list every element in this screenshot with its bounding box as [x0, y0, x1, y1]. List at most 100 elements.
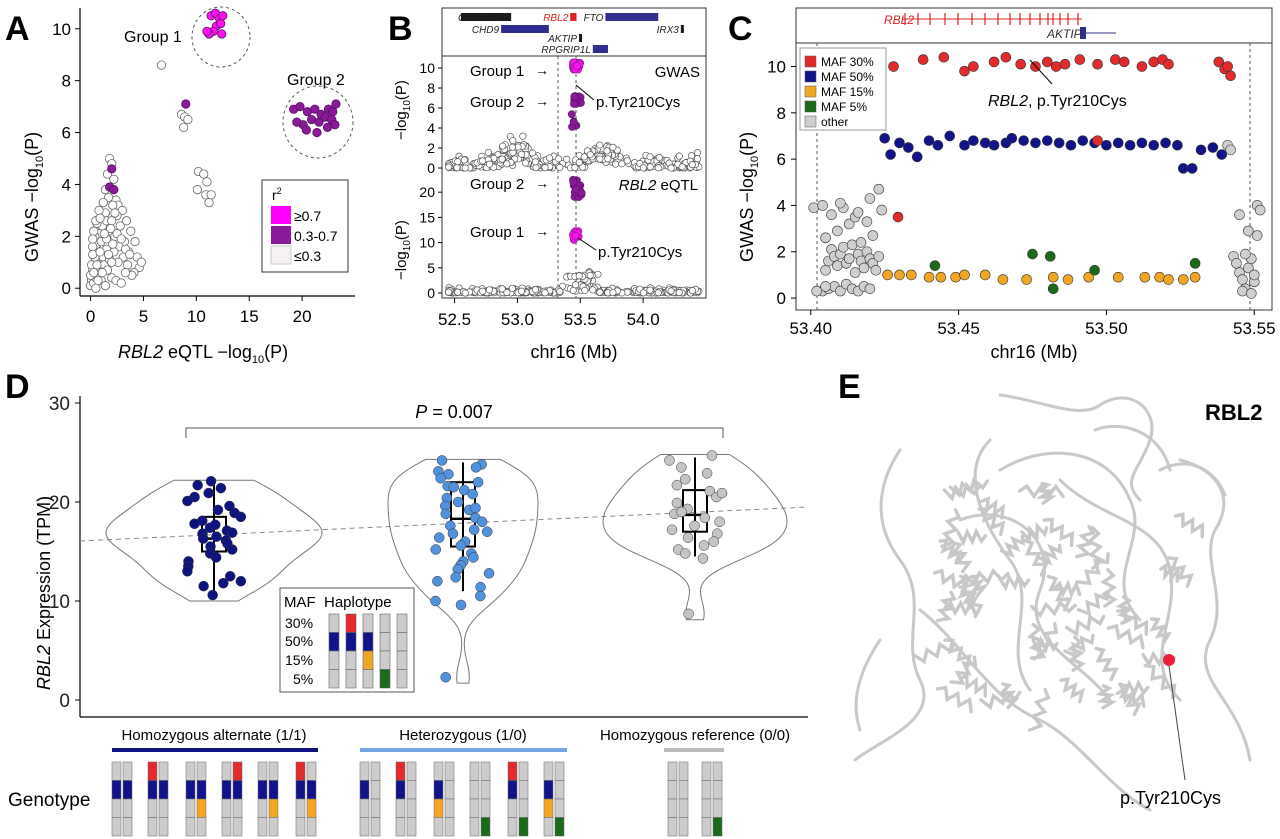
c-point-maf-30- — [1148, 56, 1160, 68]
c-point-maf-5- — [1089, 264, 1100, 276]
ribbon-strand — [1178, 458, 1252, 762]
panel-a-y-label: GWAS −log10(P) — [22, 132, 46, 262]
ribbon-helix — [1037, 543, 1063, 566]
b-gene-chd9 — [501, 25, 549, 33]
c-point-maf-50- — [894, 137, 905, 149]
c-point-maf-5- — [1189, 258, 1201, 269]
violin-point — [483, 568, 495, 579]
b-gene-label: CHD9 — [472, 25, 500, 36]
ribbon-helix — [949, 655, 978, 685]
r2-legend-title: r2 — [272, 186, 282, 203]
c-point-maf-50- — [1018, 135, 1029, 146]
c-point-maf-50- — [1077, 135, 1089, 146]
ribbon-helix — [1149, 617, 1173, 646]
genotype-cell — [543, 798, 554, 818]
genotype-cell — [518, 798, 529, 818]
c-point-maf-30- — [1050, 61, 1062, 72]
b-top-y-tick-label: 0 — [427, 160, 435, 176]
b-eqtl-point — [572, 281, 580, 289]
a-point — [130, 236, 140, 247]
legend-swatch-high — [271, 206, 291, 224]
ribbon-helix — [1115, 595, 1136, 625]
legend-swatch-mid — [271, 226, 291, 244]
a-point — [91, 283, 101, 293]
inset-maf-title: MAF — [284, 594, 316, 611]
c-point-maf-50- — [1195, 144, 1207, 156]
genotype-cell — [295, 798, 306, 818]
genotype-cell — [196, 780, 207, 800]
b-gwas-point — [541, 164, 549, 172]
c-legend-swatch — [804, 85, 817, 98]
violin-point — [671, 497, 683, 509]
genotype-cell — [158, 817, 169, 837]
c-legend-entry: other — [821, 115, 848, 129]
violin-point — [699, 512, 711, 524]
violin-point — [226, 527, 238, 538]
inset-hap-cell — [328, 650, 340, 670]
b-eqtl-point — [654, 289, 662, 297]
legend-entry-low: ≤0.3 — [294, 248, 321, 264]
a-x-tick-label: 10 — [187, 307, 206, 326]
violin-point — [676, 506, 687, 518]
a-point — [108, 200, 118, 210]
c-point-maf-5- — [1027, 248, 1038, 260]
c-point-other — [849, 267, 861, 278]
genotype-cell — [554, 780, 565, 800]
genotype-cell — [667, 817, 678, 837]
b-gwas-point — [688, 161, 696, 169]
a-point — [89, 268, 99, 278]
c-point-other — [870, 264, 882, 276]
a-point — [116, 234, 126, 244]
a-x-tick-label: 0 — [86, 307, 95, 326]
violin-point — [698, 540, 710, 551]
b-gwas-point — [596, 141, 604, 149]
b-top-variant-label: p.Tyr210Cys — [596, 94, 680, 111]
c-x-tick-label: 53.40 — [790, 319, 833, 338]
violin-point — [435, 472, 446, 484]
inset-haplotype-title: Haplotype — [324, 594, 392, 611]
b-gwas-point — [555, 155, 563, 163]
c-point-maf-30- — [1136, 61, 1148, 72]
legend-entry-mid: 0.3-0.7 — [294, 228, 338, 244]
legend-entry-high: ≥0.7 — [294, 208, 321, 224]
ribbon-helix — [932, 568, 967, 594]
gwas-track-label: GWAS — [655, 64, 700, 81]
c-point-other — [843, 253, 855, 264]
inset-row-30: 30% — [285, 615, 313, 631]
d-y-tick-label: 20 — [49, 493, 70, 514]
violin-point — [210, 519, 221, 531]
violin-point — [212, 504, 224, 516]
genotype-cell — [370, 817, 381, 837]
c-point-other — [820, 281, 831, 292]
a-point — [136, 257, 146, 267]
genotype-cell — [444, 798, 455, 818]
b-gwas-mid-point — [569, 118, 578, 127]
b-gwas-point — [623, 157, 631, 165]
b-gwas-point — [556, 163, 564, 172]
genotype-cell — [701, 798, 712, 818]
violin-point — [708, 536, 719, 547]
genotype-cell — [469, 780, 480, 800]
ribbon-helix — [1059, 677, 1085, 704]
a-y-tick-label: 2 — [62, 227, 71, 246]
b-gwas-point — [484, 148, 492, 156]
c-point-maf-30- — [1213, 56, 1225, 68]
genotype-cell — [712, 780, 723, 800]
b-gwas-point — [571, 164, 579, 172]
a-point — [93, 275, 103, 286]
c-point-maf-50- — [1006, 132, 1018, 144]
a-x-tick-label: 20 — [293, 307, 312, 326]
genotype-cell — [147, 761, 158, 781]
genotype-cell — [359, 817, 370, 837]
inset-hap-cell — [328, 613, 340, 633]
b-gwas-point — [596, 155, 604, 163]
violin-point — [197, 533, 209, 544]
genotype-cell — [395, 780, 406, 800]
a-point — [109, 174, 119, 184]
c-point-maf-30- — [1000, 51, 1012, 63]
b-gwas-point — [575, 158, 583, 166]
genotype-cell — [518, 761, 529, 781]
c-point-maf-30- — [1222, 61, 1233, 72]
variant-pointer-line — [1168, 665, 1186, 781]
b-bottom-y-tick-label: 5 — [427, 260, 435, 276]
